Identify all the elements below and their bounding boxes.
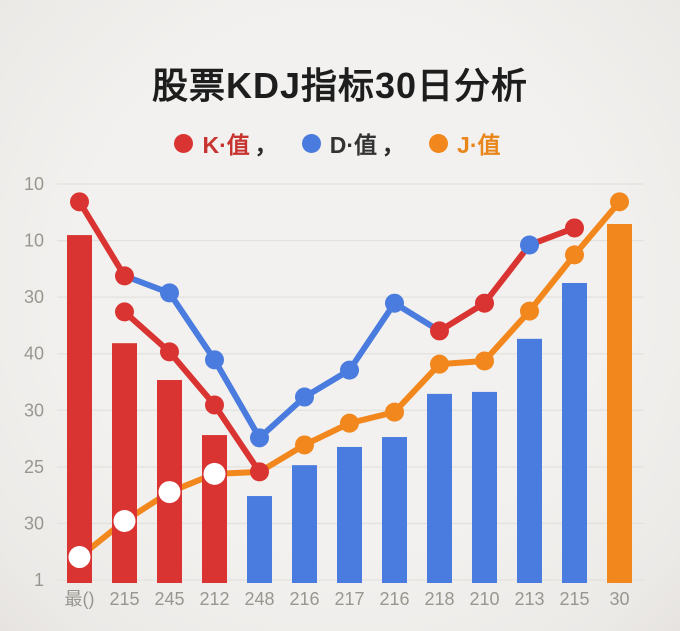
legend-separator: ， [382,132,406,158]
data-point-red [250,462,269,482]
k-series-dot-icon [174,133,194,153]
chart-legend: K·值 ， D·值 ， J·值 [0,126,680,160]
bar [202,435,227,583]
x-axis-tick-label: 216 [289,589,319,609]
x-axis-tick-label: 30 [609,589,629,609]
y-axis-tick-label: 30 [24,513,44,533]
data-point-red [565,218,584,238]
legend-item-j[interactable]: J·值 [429,126,505,160]
bar [427,393,452,583]
data-point-blue [205,350,224,370]
data-point-red [160,342,179,362]
data-point-red [430,321,449,341]
bar [292,465,317,583]
page-title: 股票KDJ指标30日分析 [151,65,529,106]
data-point-orange [340,413,359,433]
x-axis-tick-label: 245 [154,589,184,609]
x-axis-tick-label: 213 [514,589,544,609]
bar [607,223,632,583]
data-point-orange [430,354,449,374]
data-point-white [68,546,91,569]
x-axis-tick-label: 215 [109,589,139,609]
legend-label-k: K·值 [202,132,250,158]
legend-item-d[interactable]: D·值 ， [301,126,406,160]
y-axis-tick-label: 25 [24,457,44,477]
legend-item-k[interactable]: K·值 ， [174,126,278,160]
y-axis-tick-label: 30 [24,400,44,420]
legend-label-d: D·值 [329,132,378,158]
x-axis-tick-label: 217 [334,589,364,609]
y-axis-tick-label: 10 [24,174,44,194]
y-axis-tick-label: 40 [24,344,44,364]
data-point-blue [385,293,404,313]
data-point-orange [565,245,584,265]
series-line-D值 [121,272,443,441]
series-line-K值-seg3 [436,224,578,334]
legend-label-j: J·值 [457,132,501,158]
y-axis-tick-label: 1 [34,570,44,590]
bar [382,437,407,583]
data-point-blue [295,387,314,407]
x-axis-tick-label: 218 [424,589,454,609]
bar [562,283,587,583]
data-point-white [113,509,136,532]
x-axis-tick-label: 212 [199,589,229,609]
data-point-blue [520,235,539,255]
y-axis-tick-label: 30 [24,287,44,307]
bar [247,496,272,583]
data-point-orange [610,192,629,212]
data-point-orange [475,351,494,371]
data-point-red [70,192,89,212]
data-point-blue [340,360,359,380]
series-line-K值-seg2 [121,308,263,475]
data-point-blue [160,283,179,303]
x-axis-tick-label: 最() [65,589,95,609]
data-point-orange [295,435,314,455]
bar [337,446,362,583]
data-point-white [158,481,181,504]
data-point-red [475,293,494,313]
data-point-orange [385,402,404,422]
data-point-orange [520,301,539,321]
data-point-red [115,266,134,286]
x-axis-tick-label: 248 [244,589,274,609]
x-axis-tick-label: 216 [379,589,409,609]
bar [67,235,92,584]
x-axis-tick-label: 215 [559,589,589,609]
bar [472,391,497,583]
legend-separator: ， [254,132,278,158]
j-series-dot-icon [429,133,449,153]
x-axis-tick-label: 210 [469,589,499,609]
y-axis-tick-label: 10 [24,231,44,251]
data-point-blue [250,428,269,448]
data-point-red [115,302,134,322]
data-point-red [205,395,224,415]
series-line-K值-seg1 [76,198,128,279]
data-point-white [203,462,226,485]
d-series-dot-icon [301,133,321,153]
bar [517,338,542,583]
bar [112,343,137,583]
